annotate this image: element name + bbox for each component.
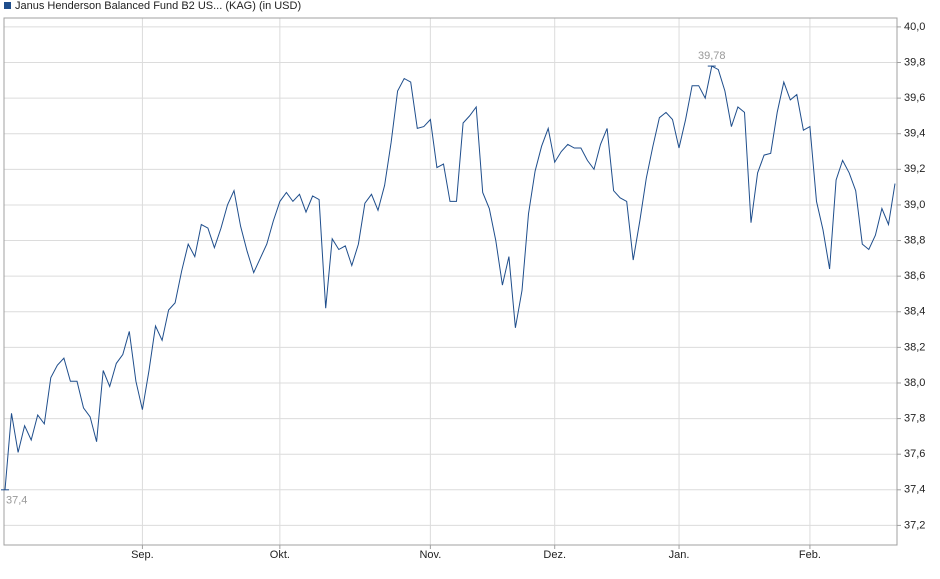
y-tick-label: 39,6: [904, 92, 925, 104]
extreme-label: 37,4: [6, 495, 27, 507]
plot-frame: [3, 17, 898, 546]
x-tick-label: Jan.: [669, 549, 690, 561]
y-tick-label: 38,0: [904, 377, 925, 389]
y-tick-label: 39,4: [904, 128, 925, 140]
x-tick-label: Dez.: [543, 549, 566, 561]
y-tick-label: 38,4: [904, 306, 925, 318]
y-tick-label: 39,8: [904, 56, 925, 68]
y-tick-label: 37,2: [904, 519, 925, 531]
y-tick-label: 37,6: [904, 448, 925, 460]
x-tick-label: Okt.: [270, 549, 290, 561]
y-tick-label: 38,8: [904, 234, 925, 246]
y-tick-label: 37,8: [904, 412, 925, 424]
legend-swatch: [4, 2, 11, 9]
x-tick-label: Sep.: [131, 549, 154, 561]
y-tick-label: 38,6: [904, 270, 925, 282]
y-tick-label: 40,0: [904, 21, 925, 33]
y-tick-label: 38,2: [904, 341, 925, 353]
y-tick-label: 39,0: [904, 199, 925, 211]
x-tick-label: Nov.: [419, 549, 441, 561]
legend-label: Janus Henderson Balanced Fund B2 US... (…: [15, 0, 301, 12]
price-line: [4, 65, 896, 490]
y-tick-label: 39,2: [904, 163, 925, 175]
x-tick-label: Feb.: [799, 549, 821, 561]
y-tick-label: 37,4: [904, 484, 925, 496]
extreme-label: 39,78: [698, 50, 726, 62]
